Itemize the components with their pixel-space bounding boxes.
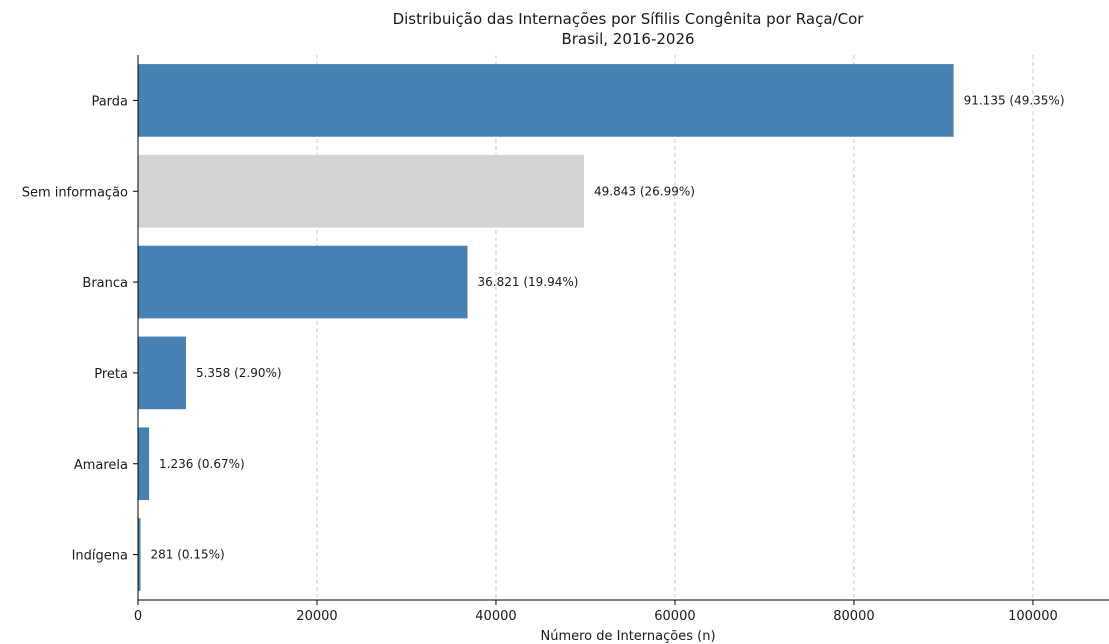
x-tick-label: 80000 [833, 609, 874, 624]
x-axis-label: Número de Internações (n) [540, 629, 715, 644]
bar-value-label: 5.358 (2.90%) [196, 366, 282, 380]
bar-amarela [138, 427, 150, 501]
x-axis-ticks: 0 20000 40000 60000 80000 100000 [134, 600, 1058, 624]
bar-parda [138, 64, 954, 137]
y-tick-label: Preta [94, 367, 128, 382]
x-tick-label: 0 [134, 609, 142, 624]
y-tick-label: Amarela [74, 458, 128, 473]
y-tick-label: Branca [82, 276, 128, 291]
bar-value-label: 36.821 (19.94%) [478, 275, 579, 289]
bar-value-labels: 91.135 (49.35%) 49.843 (26.99%) 36.821 (19… [151, 93, 1065, 561]
chart-subtitle: Brasil, 2016-2026 [561, 30, 694, 48]
x-tick-label: 60000 [654, 609, 695, 624]
bar-value-label: 49.843 (26.99%) [594, 184, 695, 198]
y-tick-label: Parda [91, 94, 128, 109]
x-tick-label: 100000 [1008, 609, 1058, 624]
bar-value-label: 91.135 (49.35%) [964, 93, 1065, 107]
y-axis-ticks: Parda Sem informação Branca Preta Amarela Ind… [22, 94, 138, 564]
bar-preta [138, 336, 186, 410]
y-tick-label: Indígena [72, 549, 128, 564]
bar-sem-informa-o [138, 154, 585, 228]
chart-title: Distribuição das Internações por Sífilis… [393, 10, 865, 28]
y-tick-label: Sem informação [22, 185, 128, 200]
x-tick-label: 40000 [475, 609, 516, 624]
bar-branca [138, 245, 468, 319]
bar-value-label: 281 (0.15%) [151, 548, 225, 562]
bar-ind-gena [138, 518, 141, 591]
x-tick-label: 20000 [296, 609, 337, 624]
bars [138, 64, 954, 591]
bar-value-label: 1.236 (0.67%) [159, 457, 245, 471]
